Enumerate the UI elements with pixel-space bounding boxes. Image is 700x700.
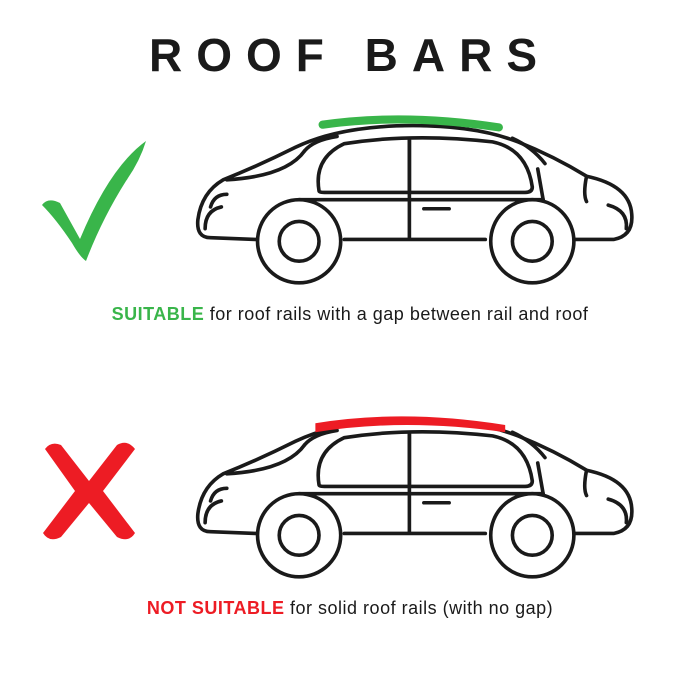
cross-icon xyxy=(30,431,150,551)
panel-not-suitable: NOT SUITABLE for solid roof rails (with … xyxy=(30,386,670,680)
check-icon xyxy=(30,127,150,267)
page-title: ROOF BARS xyxy=(30,28,670,82)
panel-suitable: SUITABLE for roof rails with a gap betwe… xyxy=(30,92,670,386)
car-not-suitable xyxy=(156,386,670,596)
caption-not-suitable: NOT SUITABLE for solid roof rails (with … xyxy=(147,598,553,619)
caption-suitable: SUITABLE for roof rails with a gap betwe… xyxy=(112,304,589,325)
car-suitable xyxy=(156,92,670,302)
